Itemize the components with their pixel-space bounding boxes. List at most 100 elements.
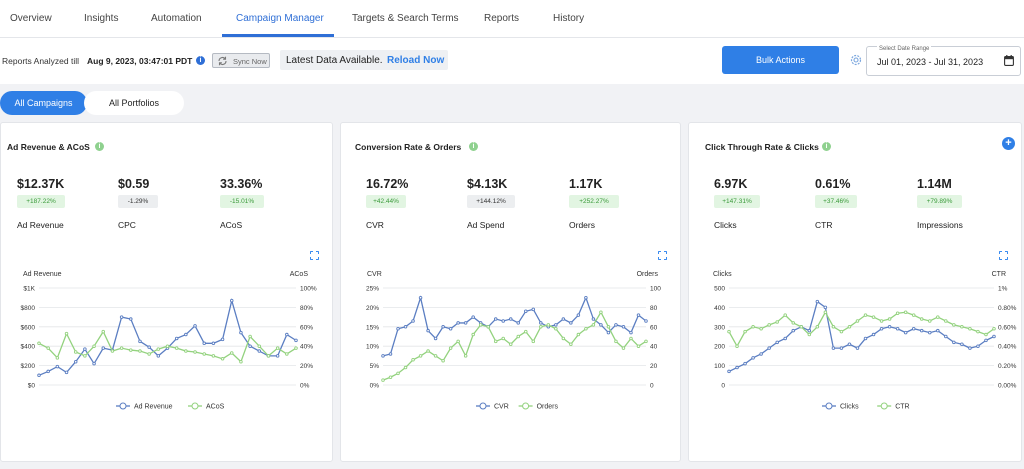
data-point-orders [403,365,408,370]
y2-axis-label: Orders [637,271,659,278]
data-point-orders [381,378,385,382]
data-point-cvr [629,330,633,335]
data-point-ad-revenue [119,315,124,319]
data-point-orders [539,325,543,329]
legend-marker-clicks [825,402,833,410]
data-point-ctr [831,325,836,329]
data-point-ctr [944,319,948,323]
data-point-cvr [606,330,611,335]
tab-insights[interactable]: Insights [84,13,119,24]
data-point-acos [220,357,225,361]
legend-marker-acos [191,402,199,410]
metric-label: Clicks [714,220,737,230]
data-point-orders [508,342,513,347]
data-point-ad-revenue [239,330,243,335]
data-point-clicks [976,344,980,348]
data-point-orders [546,323,551,327]
data-point-ctr [863,313,868,317]
data-point-ctr [735,344,739,348]
data-point-ctr [823,310,828,314]
data-point-orders [569,342,573,347]
data-point-cvr [591,317,596,321]
tab-automation[interactable]: Automation [151,13,202,24]
data-point-acos [202,352,206,356]
data-point-cvr [524,309,528,314]
all-portfolios-toggle[interactable]: All Portfolios [84,91,184,115]
data-point-orders [493,339,498,344]
legend-label: Orders [537,404,559,411]
tab-targets-search-terms[interactable]: Targets & Search Terms [352,13,459,24]
conversion-rate-orders-chart: 0% 0 5% 20 10% 40 15% 60 20% 80 25% 100 CVR Orders CVR… [366,271,661,411]
y-tick-label: 25% [366,286,379,293]
metric-label: ACoS [220,220,243,230]
data-point-acos [129,348,133,352]
data-point-ad-revenue [101,346,105,350]
calendar-icon [1004,55,1014,66]
series-line-ad-revenue [38,298,297,376]
data-point-cvr [644,319,648,323]
data-point-orders [426,349,430,353]
y-tick-label: 400 [714,305,725,312]
data-point-orders [486,325,490,329]
plus-circle-icon[interactable]: + [1002,137,1015,150]
data-point-ad-revenue [184,332,188,337]
tab-campaign-manager[interactable]: Campaign Manager [236,13,324,24]
y-axis-label: CVR [367,271,382,278]
sync-now-button[interactable]: Sync Now [212,53,270,68]
y-tick-label: 500 [714,286,725,293]
y2-axis-label: ACoS [290,271,309,278]
info-circle-icon[interactable]: i [95,142,104,151]
tab-reports[interactable]: Reports [484,13,520,24]
y-tick-label: $800 [21,305,36,312]
expand-icon[interactable] [310,251,319,260]
active-tab-indicator [222,34,334,37]
data-point-acos [46,346,50,350]
data-point-orders [531,339,536,344]
info-circle-icon[interactable]: i [469,142,478,151]
data-point-acos [174,346,179,350]
data-point-clicks [815,299,820,304]
data-point-ctr [911,313,916,317]
info-circle-icon[interactable]: i [822,142,831,151]
latest-data-text: Latest Data Available. [286,55,383,66]
y-tick-label: 0% [370,383,380,390]
ad-revenue-acos-card: Ad Revenue & ACoS i $12.37K +187.22% Ad … [0,122,333,462]
data-point-orders [576,332,581,337]
tab-overview[interactable]: Overview [10,13,52,24]
metric-value: $0.59 [118,177,150,191]
date-range-label: Select Date Range [877,46,932,52]
metric-change-badge: +79.89% [917,195,962,208]
bulk-actions-button[interactable]: Bulk Actions [722,46,839,74]
data-point-orders [644,339,648,344]
data-point-clicks [903,330,908,335]
data-point-clicks [775,340,779,345]
data-point-orders [561,336,566,341]
data-point-acos [266,354,271,358]
metric-value: 16.72% [366,177,409,191]
data-point-cvr [418,295,423,300]
card-title: Click Through Rate & Clicks [705,142,819,152]
data-point-clicks [992,334,996,339]
y2-tick-label: 100 [650,286,661,293]
all-campaigns-toggle[interactable]: All Campaigns [0,91,87,115]
y2-tick-label: 0.40% [998,344,1017,351]
metric-label: CVR [366,220,384,230]
reload-now-link[interactable]: Reload Now [387,55,445,66]
data-point-ctr [903,310,908,314]
metric-change-badge: +147.31% [714,195,760,208]
conversion-rate-orders-card: Conversion Rate & Orders i 16.72% +42.44… [340,122,681,462]
date-range-picker[interactable]: Select Date Range Jul 01, 2023 - Jul 31,… [866,46,1021,76]
y2-tick-label: 0.80% [998,305,1017,312]
y2-tick-label: 0.00% [998,383,1017,390]
info-circle-icon[interactable]: i [196,56,205,65]
metric-value: 1.17K [569,177,603,191]
tab-history[interactable]: History [553,13,585,24]
data-point-cvr [411,319,415,323]
data-point-acos [138,349,142,353]
data-point-cvr [493,317,498,321]
expand-icon[interactable] [658,251,667,260]
expand-icon[interactable] [999,251,1008,260]
gear-icon[interactable] [850,54,862,66]
data-point-ctr [847,325,852,329]
y2-tick-label: 20% [300,363,313,370]
